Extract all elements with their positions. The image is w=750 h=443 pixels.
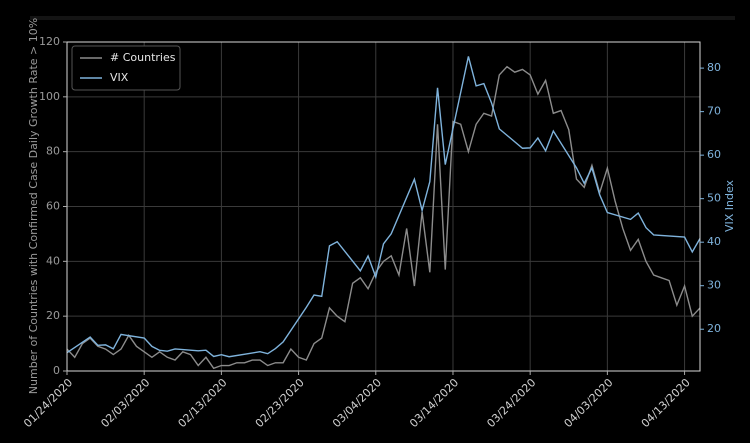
y2-tick-label: 70 — [707, 105, 721, 118]
y-tick-label: 80 — [46, 145, 60, 158]
y2-tick-label: 40 — [707, 235, 721, 248]
legend-label: # Countries — [110, 51, 176, 64]
y-tick-label: 120 — [39, 35, 60, 48]
y2-tick-label: 60 — [707, 148, 721, 161]
legend-label: VIX — [110, 71, 129, 84]
y2-tick-label: 30 — [707, 279, 721, 292]
y2-tick-label: 80 — [707, 61, 721, 74]
y2-axis-label: VIX Index — [723, 179, 736, 232]
y2-tick-label: 20 — [707, 322, 721, 335]
y-tick-label: 20 — [46, 309, 60, 322]
y-tick-label: 100 — [39, 90, 60, 103]
top-bar — [30, 16, 735, 20]
series-line — [66, 56, 701, 358]
y-tick-label: 40 — [46, 254, 60, 267]
y-tick-label: 60 — [46, 200, 60, 213]
y2-tick-label: 50 — [707, 192, 721, 205]
y-tick-label: 0 — [53, 364, 60, 377]
legend-box — [71, 45, 181, 91]
y-axis-label: Number of Countries with Confirmed Case … — [27, 18, 40, 394]
